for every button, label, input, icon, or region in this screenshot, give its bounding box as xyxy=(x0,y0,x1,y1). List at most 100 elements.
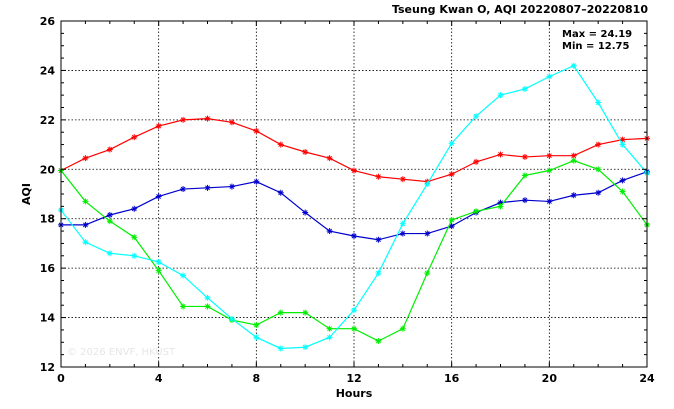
series-point-1 xyxy=(180,116,187,123)
marker-stroke xyxy=(278,310,284,316)
marker-stroke xyxy=(498,152,503,157)
marker-stroke xyxy=(546,168,552,173)
y-tick-label: 14 xyxy=(40,312,56,325)
series-point-3 xyxy=(204,303,211,310)
series-point-4 xyxy=(180,272,187,279)
chart-title: Tseung Kwan O, AQI 20220807–20220810 xyxy=(392,3,648,16)
marker-stroke xyxy=(473,208,479,214)
marker-stroke xyxy=(205,303,210,309)
marker-stroke xyxy=(375,338,381,344)
marker-stroke xyxy=(351,307,357,313)
marker-stroke xyxy=(400,176,406,182)
series-point-3 xyxy=(155,267,162,274)
marker-stroke xyxy=(498,200,503,206)
x-tick-label: 4 xyxy=(155,372,163,385)
series-point-1 xyxy=(570,152,577,159)
marker-stroke xyxy=(620,177,626,183)
marker-stroke xyxy=(351,168,357,173)
marker-stroke xyxy=(205,116,210,122)
series-point-1 xyxy=(155,123,162,130)
series-point-3 xyxy=(497,203,504,210)
series-point-2 xyxy=(375,236,382,243)
series-point-1 xyxy=(375,173,382,180)
x-tick-label: 20 xyxy=(542,372,558,385)
marker-stroke xyxy=(205,185,210,191)
marker-stroke xyxy=(229,119,235,125)
marker-stroke xyxy=(180,273,186,279)
series-point-3 xyxy=(521,172,528,179)
marker-stroke xyxy=(131,234,137,240)
y-axis-label: AQI xyxy=(20,183,33,205)
marker-stroke xyxy=(327,155,333,161)
series-point-4 xyxy=(302,344,309,351)
series-point-1 xyxy=(351,167,357,174)
series-point-3 xyxy=(106,218,113,225)
marker-stroke xyxy=(571,192,577,198)
series-point-1 xyxy=(595,141,602,148)
marker-stroke xyxy=(620,142,626,148)
series-point-4 xyxy=(155,258,162,265)
series-point-2 xyxy=(595,189,602,196)
axis-ticks: 0 4 8 12 16 20 24 12 14 16 18 20 22 24 26 xyxy=(40,15,655,385)
marker-stroke xyxy=(375,270,381,276)
max-annotation: Max = 24.19 xyxy=(562,29,632,40)
marker-stroke xyxy=(546,74,552,80)
y-tick-label: 20 xyxy=(40,163,56,176)
marker-stroke xyxy=(229,184,235,190)
series-point-1 xyxy=(521,153,528,160)
series-point-3 xyxy=(302,309,309,316)
series-point-1 xyxy=(228,119,235,126)
series-point-1 xyxy=(497,151,504,158)
marker-stroke xyxy=(278,142,284,148)
marker-stroke xyxy=(449,223,455,229)
series-point-3 xyxy=(546,167,553,174)
marker-stroke xyxy=(546,198,552,204)
series-point-1 xyxy=(204,115,211,122)
series-point-2 xyxy=(619,177,626,184)
marker-stroke xyxy=(107,147,113,152)
marker-stroke xyxy=(107,212,113,218)
marker-stroke xyxy=(156,259,162,265)
marker-stroke xyxy=(400,326,406,332)
series-point-1 xyxy=(326,155,333,162)
x-tick-label: 8 xyxy=(253,372,261,385)
marker-stroke xyxy=(131,134,137,140)
marker-stroke xyxy=(131,253,137,259)
marker-stroke xyxy=(156,123,162,129)
marker-stroke xyxy=(595,166,601,172)
marker-stroke xyxy=(82,198,88,204)
series-point-1 xyxy=(131,134,138,141)
marker-stroke xyxy=(180,303,186,309)
series-point-2 xyxy=(521,197,528,204)
series-point-3 xyxy=(277,309,284,316)
series-point-3 xyxy=(131,234,138,241)
x-tick-label: 24 xyxy=(639,372,655,385)
marker-stroke xyxy=(278,190,284,196)
marker-stroke xyxy=(302,210,308,215)
marker-stroke xyxy=(473,159,479,165)
marker-stroke xyxy=(595,142,601,148)
series-point-3 xyxy=(253,321,260,328)
series-point-4 xyxy=(204,294,211,301)
series-point-1 xyxy=(473,158,480,165)
series-point-2 xyxy=(302,209,309,216)
marker-stroke xyxy=(400,231,406,236)
marker-stroke xyxy=(82,239,88,245)
series-point-2 xyxy=(326,228,333,235)
marker-stroke xyxy=(327,334,333,340)
marker-stroke xyxy=(253,334,259,340)
x-tick-label: 0 xyxy=(57,372,65,385)
series-point-4 xyxy=(497,92,504,99)
series-point-2 xyxy=(570,192,577,199)
marker-stroke xyxy=(156,268,162,274)
marker-stroke xyxy=(498,203,503,209)
series-point-3 xyxy=(448,216,455,223)
y-tick-label: 22 xyxy=(40,114,55,127)
marker-stroke xyxy=(107,218,113,224)
series-point-2 xyxy=(399,230,406,237)
series-point-2 xyxy=(277,189,284,196)
series-point-2 xyxy=(351,233,357,240)
series-line-2 xyxy=(61,171,648,241)
series-point-1 xyxy=(399,176,406,183)
series-point-4 xyxy=(228,315,235,322)
